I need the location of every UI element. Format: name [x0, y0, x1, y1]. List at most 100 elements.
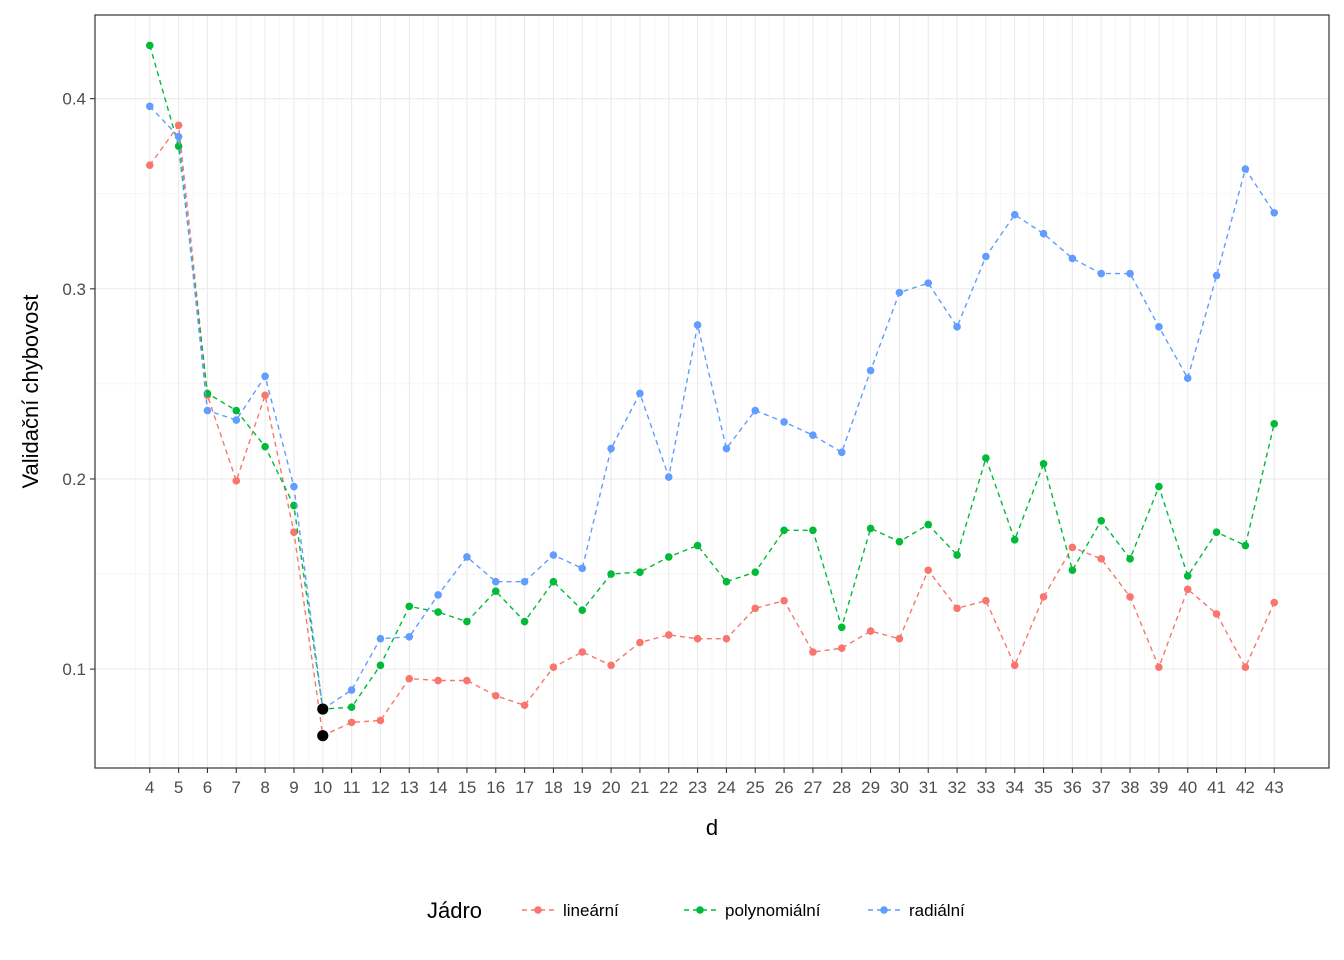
data-point-linearni [1068, 543, 1077, 552]
data-point-radialni [895, 288, 904, 297]
data-point-linearni [1270, 598, 1279, 607]
data-point-radialni [982, 252, 990, 261]
x-tick-label: 43 [1265, 778, 1284, 797]
data-point-radialni [347, 686, 356, 694]
legend-label: lineární [563, 901, 619, 920]
data-point-radialni [1039, 229, 1048, 238]
data-point-radialni [376, 634, 385, 643]
data-point-linearni [837, 644, 846, 653]
highlighted-point [317, 703, 329, 715]
data-point-polynomialni [520, 617, 529, 626]
data-point-polynomialni [1039, 459, 1048, 468]
x-tick-label: 10 [313, 778, 332, 797]
data-point-radialni [1183, 374, 1192, 382]
data-point-linearni [1097, 555, 1106, 563]
x-tick-label: 11 [343, 778, 361, 797]
panel-border [94, 14, 1330, 769]
data-point-linearni [232, 477, 241, 485]
data-point-linearni [780, 596, 788, 605]
data-point-polynomialni [780, 526, 788, 535]
series-linearni [145, 121, 1279, 740]
data-point-radialni [636, 389, 644, 398]
data-point-radialni [491, 577, 500, 586]
legend-key-point [534, 906, 542, 914]
highlighted-points [317, 703, 329, 742]
data-point-polynomialni [636, 568, 644, 576]
y-tick-label: 0.3 [62, 280, 86, 299]
x-tick-label: 9 [289, 778, 298, 797]
data-point-polynomialni [549, 577, 558, 586]
data-point-radialni [751, 406, 760, 415]
data-point-radialni [809, 431, 817, 440]
x-tick-label: 40 [1178, 778, 1197, 797]
x-tick-label: 41 [1207, 778, 1226, 797]
x-tick-label: 27 [803, 778, 822, 797]
data-point-polynomialni [1126, 555, 1134, 563]
x-tick-label: 42 [1236, 778, 1255, 797]
legend: Jádro lineární polynomiální radiální [427, 898, 965, 923]
x-tick-label: 29 [861, 778, 880, 797]
data-point-linearni [693, 634, 702, 643]
x-tick-label: 28 [832, 778, 851, 797]
data-point-polynomialni [837, 623, 846, 632]
data-point-polynomialni [693, 541, 702, 550]
data-point-radialni [145, 102, 154, 111]
data-point-linearni [520, 701, 529, 710]
data-point-radialni [1241, 165, 1250, 173]
x-tick-label: 20 [602, 778, 621, 797]
y-tick-label: 0.4 [62, 90, 86, 109]
x-tick-label: 16 [486, 778, 505, 797]
data-point-polynomialni [578, 606, 587, 614]
data-point-polynomialni [1097, 517, 1106, 525]
data-point-radialni [405, 632, 414, 641]
data-point-polynomialni [145, 41, 154, 50]
data-point-polynomialni [347, 703, 356, 711]
y-axis: 0.1 0.2 0.3 0.4 [62, 90, 95, 679]
x-tick-label: 13 [400, 778, 419, 797]
data-point-polynomialni [924, 520, 933, 529]
x-tick-label: 31 [919, 778, 938, 797]
x-tick-label: 25 [746, 778, 765, 797]
data-point-radialni [520, 577, 529, 586]
data-point-polynomialni [1212, 528, 1221, 537]
legend-label: polynomiální [725, 901, 821, 920]
major-gridlines [95, 15, 1329, 768]
x-tick-label: 39 [1149, 778, 1168, 797]
x-tick-label: 4 [145, 778, 154, 797]
data-point-polynomialni [722, 577, 731, 586]
data-point-linearni [924, 566, 933, 575]
data-point-polynomialni [1270, 420, 1279, 428]
data-point-linearni [809, 648, 817, 656]
data-point-polynomialni [463, 617, 471, 626]
data-point-linearni [145, 161, 154, 170]
data-point-polynomialni [895, 537, 904, 546]
data-point-polynomialni [1155, 482, 1163, 491]
data-point-linearni [549, 663, 558, 672]
x-tick-label: 38 [1121, 778, 1140, 797]
data-point-radialni [780, 418, 788, 426]
x-tick-label: 8 [260, 778, 269, 797]
data-point-linearni [751, 604, 760, 613]
data-point-radialni [722, 444, 731, 453]
data-point-radialni [693, 321, 702, 329]
data-point-radialni [1097, 269, 1106, 278]
x-tick-label: 36 [1063, 778, 1082, 797]
series-radialni [145, 102, 1279, 713]
x-axis: 4 5 6 7 8 9 10 11 12 13 14 15 16 17 18 19 20 21 22 23 24 25 26… [145, 768, 1284, 797]
data-point-radialni [549, 551, 558, 559]
data-point-polynomialni [1241, 541, 1250, 550]
data-point-polynomialni [607, 570, 615, 578]
data-point-linearni [895, 634, 904, 643]
data-point-polynomialni [982, 454, 990, 462]
x-tick-label: 33 [976, 778, 995, 797]
series-layer [145, 41, 1279, 740]
x-tick-label: 15 [457, 778, 476, 797]
legend-label: radiální [909, 901, 965, 920]
data-point-polynomialni [953, 551, 961, 559]
data-point-linearni [636, 638, 644, 647]
data-point-radialni [1068, 254, 1077, 263]
data-point-linearni [607, 661, 615, 670]
x-axis-title: d [706, 815, 718, 840]
data-point-linearni [1212, 610, 1221, 618]
